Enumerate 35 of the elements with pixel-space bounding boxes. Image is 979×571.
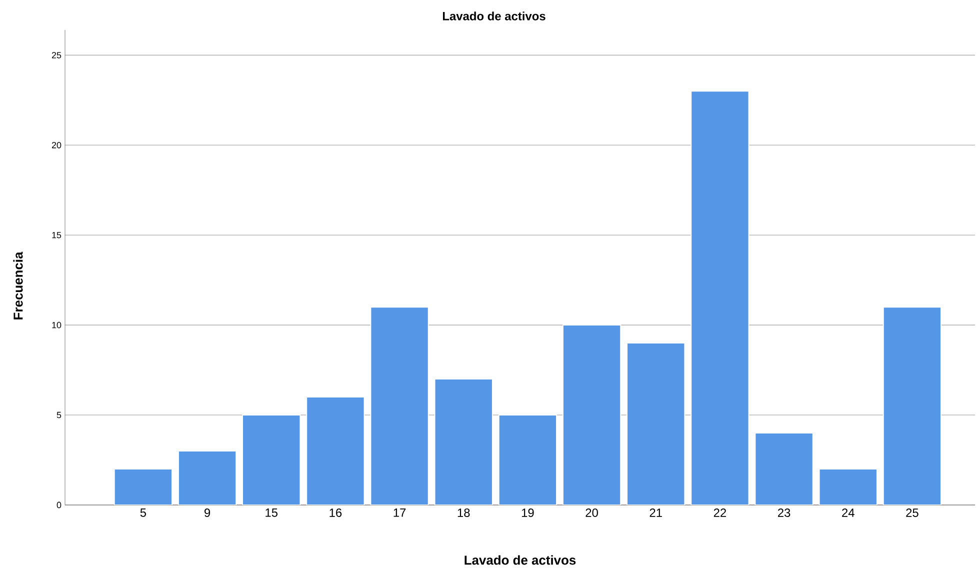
bar: [178, 450, 237, 505]
x-tick-label: 5: [140, 508, 146, 517]
x-tick-label: 24: [842, 508, 854, 517]
x-tick-label: 20: [586, 508, 598, 517]
bar: [562, 324, 622, 505]
y-tick-label: 10: [52, 322, 62, 328]
bar: [754, 432, 814, 505]
bar: [818, 468, 878, 505]
x-tick-label: 16: [330, 508, 342, 517]
x-tick-label: 18: [458, 508, 470, 517]
chart-title: Lavado de activos: [442, 12, 546, 20]
bar: [882, 306, 942, 505]
x-tick-label: 23: [778, 508, 790, 517]
x-tick-label: 17: [394, 508, 406, 517]
bar: [242, 414, 301, 505]
y-tick-label: 20: [52, 142, 62, 148]
x-tick-label: 9: [204, 508, 210, 517]
y-tick-label: 25: [52, 52, 62, 58]
y-axis-title: Frecuencia: [13, 252, 23, 320]
x-tick-label: 21: [650, 508, 662, 517]
bar: [626, 342, 686, 505]
y-tick-label: 15: [52, 232, 62, 238]
y-tick-label: 5: [56, 412, 62, 418]
bar: [370, 306, 429, 505]
bar: [114, 468, 173, 505]
x-tick-label: 25: [906, 508, 918, 517]
bar: [434, 378, 493, 505]
bar: [690, 90, 750, 505]
x-axis-title: Lavado de activos: [464, 555, 576, 565]
y-tick-label: 0: [56, 502, 62, 508]
x-tick-label: 19: [522, 508, 534, 517]
bar: [306, 396, 365, 505]
x-tick-label: 22: [714, 508, 726, 517]
x-tick-label: 15: [266, 508, 278, 517]
bar: [498, 414, 558, 505]
